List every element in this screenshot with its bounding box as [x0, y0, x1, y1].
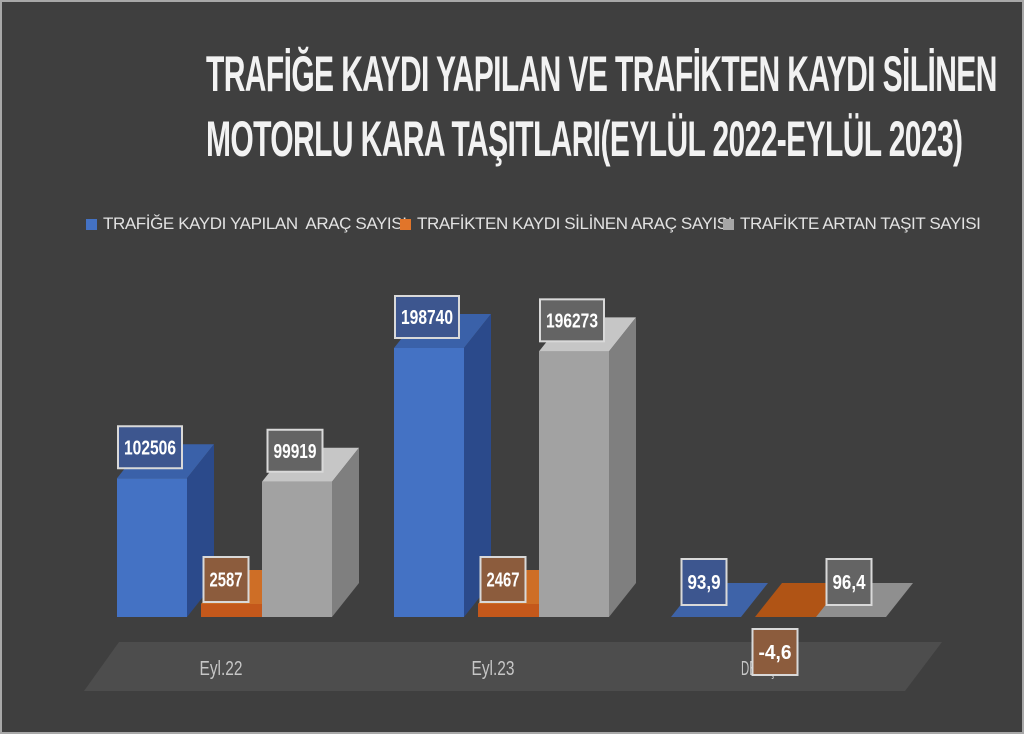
legend-item-kayit-yapilan[interactable]: TRAFİĞE KAYDI YAPILAN ARAÇ SAYISI	[86, 214, 407, 234]
bar-front-face[interactable]	[394, 348, 464, 617]
data-label-box[interactable]	[117, 425, 183, 470]
data-label-text: 196273	[546, 310, 598, 332]
legend-label: TRAFİĞE KAYDI YAPILAN ARAÇ SAYISI	[103, 214, 407, 233]
bar-side-face[interactable]	[332, 447, 359, 617]
chart-legend: TRAFİĞE KAYDI YAPILAN ARAÇ SAYISI TRAFİK…	[2, 214, 1022, 238]
category-axis-floor	[84, 642, 942, 691]
data-label-box[interactable]	[266, 428, 324, 473]
bar-side-face[interactable]	[609, 317, 636, 617]
legend-label: TRAFİKTE ARTAN TAŞIT SAYISI	[740, 214, 981, 233]
data-label-text: 2467	[487, 570, 520, 592]
data-label-box[interactable]	[479, 556, 527, 603]
bar-side-face[interactable]	[464, 314, 491, 617]
bar-front-face[interactable]	[201, 604, 271, 617]
category-label: Eyl.22	[200, 658, 243, 680]
legend-item-trafikte-artan[interactable]: TRAFİKTE ARTAN TAŞIT SAYISI	[723, 214, 981, 234]
bar-front-face[interactable]	[262, 481, 332, 617]
bar-front-face[interactable]	[117, 478, 187, 617]
data-label-box[interactable]	[825, 558, 873, 606]
data-label-text: 198740	[401, 307, 453, 329]
legend-swatch-blue-icon	[86, 218, 97, 230]
legend-swatch-orange-icon	[400, 218, 411, 230]
data-label-box[interactable]	[680, 558, 728, 606]
data-label-box[interactable]	[539, 298, 605, 343]
data-label-box[interactable]	[394, 295, 460, 339]
legend-label: TRAFİKTEN KAYDI SİLİNEN ARAÇ SAYISI	[417, 214, 733, 233]
bar-front-face[interactable]	[478, 604, 548, 617]
data-label-text: 2587	[210, 570, 243, 592]
data-label-text: 102506	[124, 437, 176, 459]
data-label-text: 93,9	[688, 572, 721, 594]
legend-swatch-gray-icon	[723, 218, 734, 230]
bar-front-face[interactable]	[539, 351, 609, 617]
data-label-text: 96,4	[833, 572, 867, 594]
legend-item-kayit-silinen[interactable]: TRAFİKTEN KAYDI SİLİNEN ARAÇ SAYISI	[400, 214, 732, 234]
data-label-box[interactable]	[202, 556, 250, 603]
data-label-text: 99919	[274, 441, 317, 463]
data-label-text: -4,6	[759, 642, 792, 664]
data-label-box[interactable]	[751, 628, 799, 676]
category-label: Eyl.23	[472, 658, 515, 680]
chart-title: TRAFİĞE KAYDI YAPILAN VE TRAFİKTEN KAYDI…	[2, 42, 1022, 172]
